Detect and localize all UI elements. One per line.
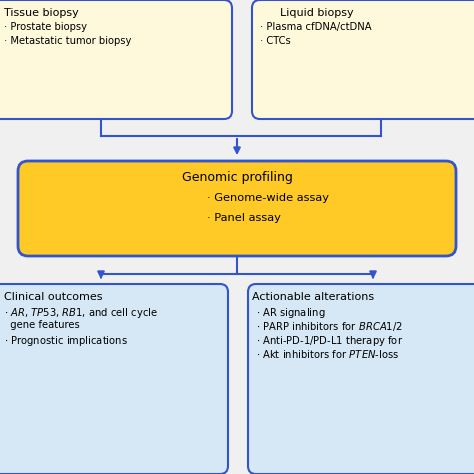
Text: · Panel assay: · Panel assay xyxy=(207,213,281,223)
FancyBboxPatch shape xyxy=(0,284,228,474)
Text: Tissue biopsy: Tissue biopsy xyxy=(4,8,79,18)
FancyBboxPatch shape xyxy=(18,161,456,256)
Text: $\cdot$ PARP inhibitors for $\it{BRCA1/2}$: $\cdot$ PARP inhibitors for $\it{BRCA1/2… xyxy=(256,320,402,333)
Text: · Plasma cfDNA/ctDNA: · Plasma cfDNA/ctDNA xyxy=(260,22,372,32)
Text: $\cdot$ Prognostic implications: $\cdot$ Prognostic implications xyxy=(4,334,128,348)
FancyBboxPatch shape xyxy=(252,0,474,119)
Text: Clinical outcomes: Clinical outcomes xyxy=(4,292,102,302)
Text: $\cdot$ AR signaling: $\cdot$ AR signaling xyxy=(256,306,326,320)
Text: Actionable alterations: Actionable alterations xyxy=(252,292,374,302)
Text: Liquid biopsy: Liquid biopsy xyxy=(280,8,354,18)
Text: $\cdot$ $\it{AR}$, $\it{TP53}$, $\it{RB1}$, and cell cycle: $\cdot$ $\it{AR}$, $\it{TP53}$, $\it{RB1… xyxy=(4,306,158,320)
FancyBboxPatch shape xyxy=(0,0,232,119)
Text: · Prostate biopsy: · Prostate biopsy xyxy=(4,22,87,32)
Text: · Metastatic tumor biopsy: · Metastatic tumor biopsy xyxy=(4,36,131,46)
Text: Genomic profiling: Genomic profiling xyxy=(182,171,292,184)
Text: gene features: gene features xyxy=(4,320,80,330)
FancyBboxPatch shape xyxy=(248,284,474,474)
Text: · Genome-wide assay: · Genome-wide assay xyxy=(207,193,329,203)
Text: $\cdot$ Akt inhibitors for $\it{PTEN}$-loss: $\cdot$ Akt inhibitors for $\it{PTEN}$-l… xyxy=(256,348,399,360)
Text: $\cdot$ Anti-PD-1/PD-L1 therapy for: $\cdot$ Anti-PD-1/PD-L1 therapy for xyxy=(256,334,403,348)
Text: · CTCs: · CTCs xyxy=(260,36,291,46)
